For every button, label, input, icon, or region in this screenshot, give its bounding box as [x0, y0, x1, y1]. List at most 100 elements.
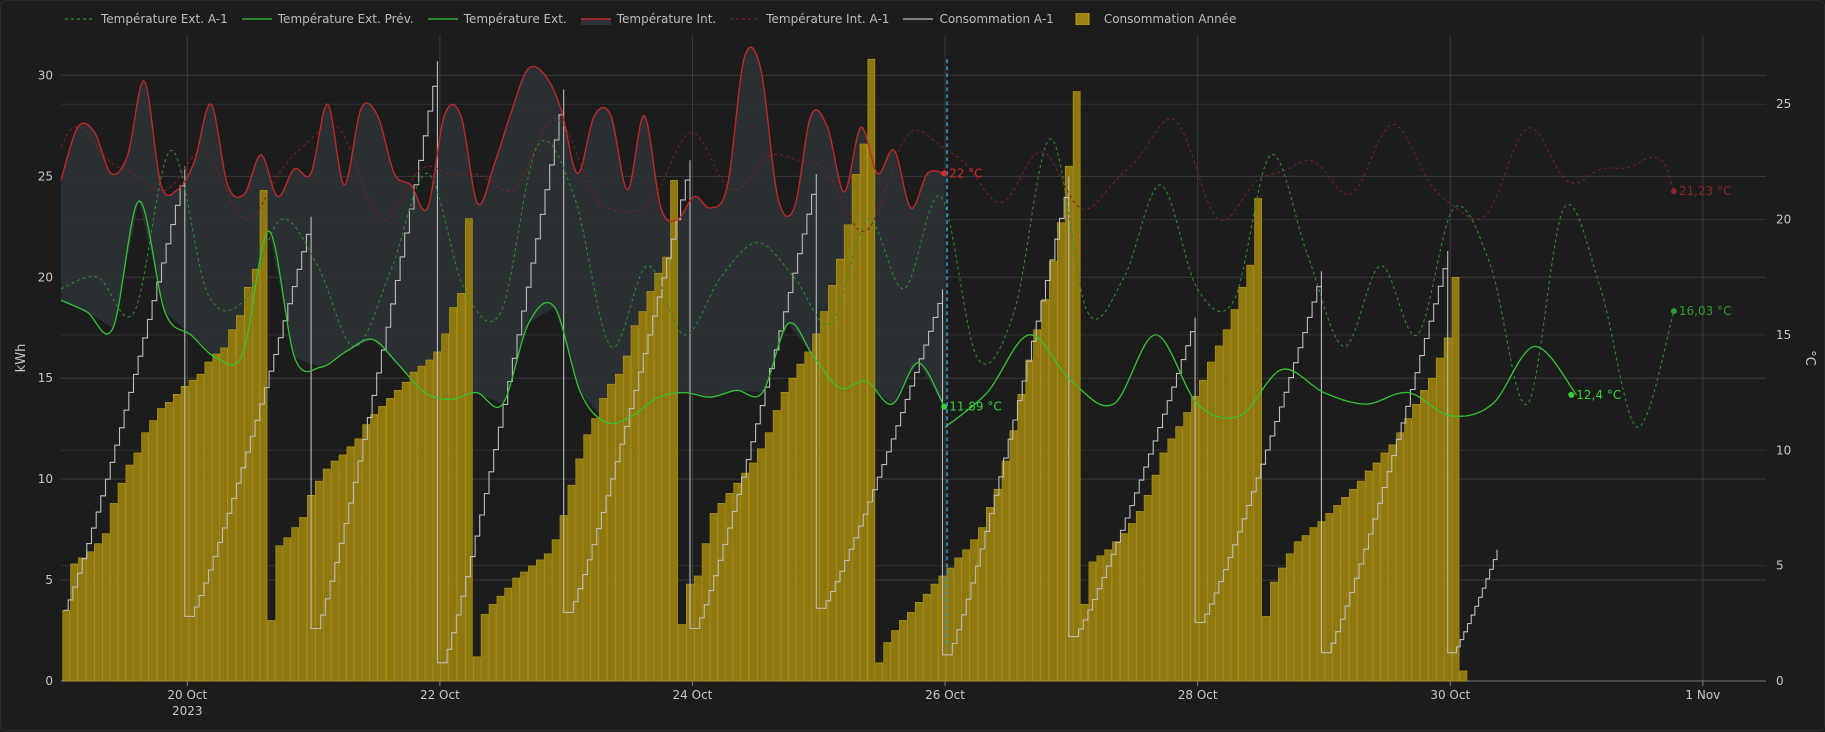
bar-consommation	[101, 533, 110, 682]
bar-consommation	[314, 480, 323, 682]
line-consommation-a-1	[63, 61, 1498, 664]
bar-consommation	[1183, 412, 1191, 682]
bar-consommation	[528, 565, 536, 682]
legend-item[interactable]: Température Int. A-1	[730, 12, 889, 26]
bar-consommation	[299, 517, 307, 682]
end-value-dot	[1670, 188, 1677, 195]
end-value-dot	[941, 403, 948, 410]
bar-consommation	[1049, 260, 1057, 682]
y-left-tick-label: 0	[45, 674, 53, 688]
y-right-tick-label: 25	[1776, 97, 1791, 111]
bar-consommation	[1238, 286, 1247, 682]
bar-consommation	[378, 406, 386, 682]
line-temp-ext-a-1	[60, 138, 1675, 428]
bar-consommation	[1151, 474, 1160, 682]
bar-consommation	[1135, 511, 1144, 682]
bar-consommation	[385, 398, 394, 682]
bar-consommation	[733, 482, 742, 682]
bar-consommation	[1025, 359, 1034, 682]
bar-consommation	[1459, 670, 1468, 682]
bar-consommation	[251, 268, 260, 682]
legend-item[interactable]: Température Int.	[580, 12, 717, 26]
bar-consommation	[520, 571, 528, 682]
bar-consommation	[1246, 264, 1255, 682]
bar-consommation	[464, 218, 473, 682]
bar-consommation	[993, 488, 1002, 682]
bar-consommation	[149, 420, 157, 682]
bar-consommation	[409, 371, 418, 682]
bar-consommation	[1364, 470, 1373, 682]
bar-consommation	[1096, 555, 1105, 682]
bar-consommation	[1120, 533, 1128, 682]
bar-consommation	[362, 424, 371, 682]
legend-item[interactable]: Température Ext. Prév.	[241, 12, 414, 26]
y-left-tick-label: 20	[38, 270, 53, 284]
bar-consommation	[764, 432, 773, 682]
bar-consommation	[985, 507, 994, 682]
y-left-tick-label: 15	[38, 371, 53, 385]
legend-label: Température Int.	[616, 12, 717, 26]
legend-label: Température Int. A-1	[766, 12, 890, 26]
x-tick-label: 30 Oct	[1430, 688, 1470, 702]
legend-item[interactable]: Température Ext. A-1	[65, 12, 228, 26]
x-tick-label: 24 Oct	[673, 688, 713, 702]
y-right-tick-label: 0	[1776, 674, 1784, 688]
legend-label: Température Ext. A-1	[101, 12, 228, 26]
bar-consommation	[212, 353, 221, 682]
bar-consommation	[962, 549, 970, 682]
bar-consommation	[591, 418, 599, 682]
line-temp-ext	[60, 200, 945, 425]
bar-consommation	[457, 293, 465, 682]
legend-item[interactable]: Consommation A-1	[903, 12, 1054, 26]
bar-consommation	[1057, 222, 1065, 682]
bar-consommation	[1080, 603, 1089, 682]
bar-consommation	[1159, 452, 1168, 682]
bar-consommation	[338, 454, 347, 682]
bar-consommation	[346, 446, 355, 682]
legend-item[interactable]: Consommation Année	[1068, 12, 1237, 26]
bar-consommation	[914, 601, 923, 682]
bar-consommation	[828, 284, 836, 682]
bar-consommation	[859, 143, 868, 682]
bar-consommation	[78, 557, 86, 682]
temp-int-area	[61, 47, 945, 423]
bar-consommation	[946, 567, 955, 682]
bar-consommation	[551, 539, 560, 682]
legend-swatch	[1068, 13, 1098, 25]
bar-consommation	[196, 373, 205, 682]
bar-consommation	[220, 347, 229, 682]
bar-consommation	[1143, 494, 1152, 682]
bar-consommation	[1412, 404, 1420, 682]
bar-consommation	[622, 355, 631, 682]
x-tick-label: 20 Oct	[167, 688, 207, 702]
y-right-tick-label: 5	[1776, 559, 1784, 573]
bar-consommation	[370, 414, 379, 682]
legend-swatch	[65, 13, 95, 25]
x-tick-label: 22 Oct	[420, 688, 460, 702]
end-value-label: 12,4 °C	[1576, 388, 1621, 402]
bar-consommation	[1112, 541, 1120, 682]
legend-label: Température Ext. Prév.	[277, 12, 414, 26]
bar-consommation	[1380, 452, 1389, 682]
legend-label: Température Ext.	[463, 12, 567, 26]
bar-consommation	[1293, 541, 1302, 682]
legend-item[interactable]: Température Ext.	[427, 12, 567, 26]
bar-consommation	[646, 291, 655, 682]
bar-consommation	[599, 398, 607, 682]
end-value-dot	[1670, 308, 1677, 315]
bar-consommation	[543, 553, 552, 682]
bar-consommation	[654, 272, 663, 682]
y-right-tick-label: 10	[1776, 443, 1791, 457]
bar-consommation	[172, 393, 181, 682]
bar-consommation	[1175, 426, 1184, 682]
legend-label: Consommation Année	[1103, 12, 1237, 26]
bar-consommation	[662, 256, 670, 682]
y-left-tick-label: 10	[38, 472, 53, 486]
legend-swatch	[903, 13, 934, 25]
bar-consommation	[575, 458, 584, 682]
bar-consommation	[259, 190, 268, 682]
bar-consommation	[496, 595, 505, 682]
bar-consommation	[906, 612, 915, 682]
y-axis-left: 0 5 10 15 20 25 30 kWh	[14, 68, 53, 688]
